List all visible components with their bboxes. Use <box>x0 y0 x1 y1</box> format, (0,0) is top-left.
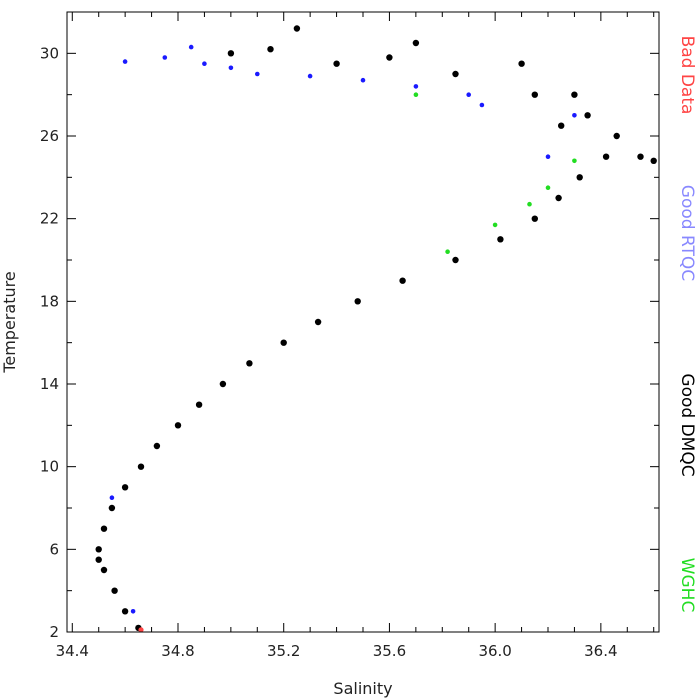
data-point-good-rtqc <box>254 71 260 77</box>
legend-label-good-dmqc: Good DMQC <box>677 373 697 476</box>
legend-label-bad-data: Bad Data <box>677 36 697 115</box>
data-point-good-dmqc <box>100 525 108 532</box>
data-point-good-dmqc <box>121 608 129 615</box>
y-tick-label: 6 <box>49 540 59 558</box>
data-point-good-dmqc <box>602 153 610 160</box>
legend: Bad Data Good RTQC Good DMQC WGHC <box>677 36 697 613</box>
x-tick-label: 35.6 <box>373 642 406 660</box>
plot-frame <box>66 11 660 633</box>
data-point-good-dmqc <box>497 236 504 243</box>
y-tick-label: 10 <box>40 458 59 476</box>
data-point-good-dmqc <box>95 546 102 553</box>
data-point-wghc <box>492 222 498 228</box>
data-point-good-dmqc <box>137 463 145 470</box>
data-point-good-rtqc <box>413 84 419 89</box>
y-tick-label: 2 <box>49 623 59 641</box>
data-point-good-dmqc <box>555 194 562 202</box>
data-point-good-dmqc <box>195 401 203 408</box>
data-point-good-dmqc <box>111 587 118 594</box>
data-point-good-rtqc <box>109 495 115 501</box>
x-tick-label: 34.8 <box>161 642 194 660</box>
data-point-wghc <box>445 249 450 254</box>
y-axis-title: Temperature <box>0 271 19 373</box>
data-point-good-rtqc <box>130 609 136 614</box>
data-point-good-dmqc <box>558 122 565 129</box>
data-point-good-dmqc <box>452 70 459 78</box>
data-point-wghc <box>545 185 551 190</box>
data-point-good-dmqc <box>531 215 538 222</box>
data-point-good-dmqc <box>571 91 578 98</box>
data-point-good-dmqc <box>613 132 620 140</box>
data-point-good-rtqc <box>479 102 485 108</box>
data-point-wghc <box>413 92 419 97</box>
data-point-bad-data <box>138 627 144 632</box>
y-tick-label: 30 <box>40 44 59 62</box>
data-point-good-rtqc <box>572 113 577 118</box>
data-point-good-dmqc <box>637 153 644 160</box>
data-point-good-rtqc <box>466 92 472 97</box>
data-point-good-rtqc <box>360 77 366 83</box>
y-tick-label: 14 <box>40 375 59 393</box>
data-point-good-dmqc <box>267 46 274 53</box>
data-point-good-rtqc <box>122 59 128 64</box>
data-point-good-dmqc <box>584 112 591 119</box>
data-point-good-dmqc <box>650 157 657 164</box>
data-point-good-rtqc <box>188 44 194 50</box>
data-point-good-rtqc <box>307 73 313 79</box>
data-point-good-dmqc <box>153 442 161 450</box>
data-point-good-dmqc <box>333 60 340 67</box>
data-point-good-dmqc <box>219 380 227 388</box>
data-point-good-rtqc <box>228 65 234 71</box>
legend-label-good-rtqc: Good RTQC <box>677 185 697 281</box>
data-point-good-dmqc <box>280 339 287 346</box>
data-point-good-rtqc <box>162 55 168 60</box>
data-point-good-dmqc <box>412 39 420 47</box>
data-point-good-dmqc <box>100 566 108 574</box>
data-point-good-dmqc <box>227 50 235 57</box>
y-tick-label: 22 <box>40 210 59 228</box>
data-point-good-dmqc <box>121 484 129 491</box>
data-point-good-dmqc <box>314 318 322 326</box>
x-axis-title: Salinity <box>333 679 392 698</box>
y-tick-label: 18 <box>40 292 59 310</box>
data-point-good-dmqc <box>386 54 393 61</box>
data-point-good-rtqc <box>202 61 207 66</box>
x-tick-label: 36.0 <box>478 642 511 660</box>
x-tick-label: 36.4 <box>584 642 617 660</box>
data-point-good-dmqc <box>354 298 361 305</box>
data-point-good-dmqc <box>576 174 583 181</box>
data-point-good-rtqc <box>62 55 67 60</box>
data-point-good-dmqc <box>452 256 459 264</box>
data-point-good-dmqc <box>174 422 182 429</box>
data-point-good-dmqc <box>246 360 253 367</box>
scatter-points <box>62 25 657 632</box>
x-tick-label: 35.2 <box>267 642 300 660</box>
data-point-good-rtqc <box>545 154 551 159</box>
data-point-good-dmqc <box>399 277 406 284</box>
y-tick-label: 26 <box>40 127 59 145</box>
data-point-good-dmqc <box>531 91 538 98</box>
data-point-wghc <box>572 158 577 164</box>
legend-label-wghc: WGHC <box>677 558 697 613</box>
data-point-wghc <box>527 201 532 207</box>
data-point-good-dmqc <box>518 60 525 67</box>
x-tick-label: 34.4 <box>56 642 89 660</box>
data-point-good-dmqc <box>95 556 102 563</box>
data-point-good-dmqc <box>108 504 116 512</box>
data-point-good-dmqc <box>293 25 301 32</box>
